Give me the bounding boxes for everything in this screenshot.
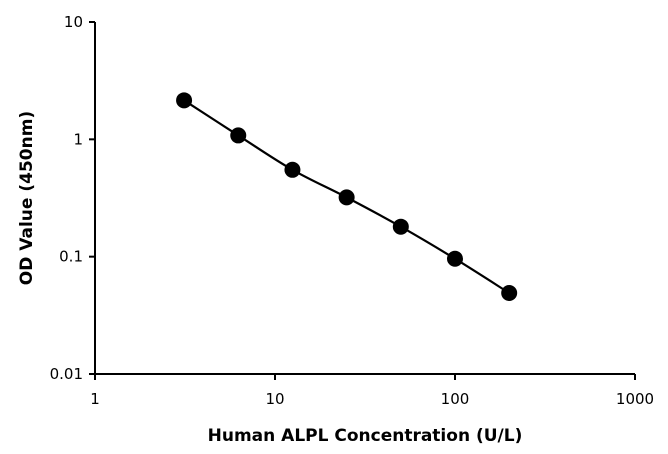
data-point	[338, 189, 355, 206]
data-point	[284, 161, 301, 178]
y-tick-label: 1	[73, 130, 83, 148]
y-axis-title: OD Value (450nm)	[17, 111, 37, 285]
data-point	[501, 285, 518, 302]
x-axis-title: Human ALPL Concentration (U/L)	[208, 426, 523, 446]
y-tick-label: 10	[64, 13, 83, 31]
y-tick-label: 0.01	[50, 365, 83, 383]
data-points	[176, 92, 518, 302]
data-point	[447, 250, 463, 267]
axes	[94, 22, 635, 375]
x-tick-label: 100	[441, 390, 470, 408]
y-tick-label: 0.1	[59, 248, 83, 266]
tick-labels: 1 10 100 1000 0.01 0.1 1 10	[50, 13, 655, 408]
data-point	[392, 218, 409, 235]
ticks	[89, 21, 636, 380]
x-tick-label: 10	[265, 390, 284, 408]
data-point	[230, 127, 247, 144]
data-point	[176, 92, 193, 109]
x-tick-label: 1000	[616, 390, 654, 408]
x-tick-label: 1	[90, 390, 100, 408]
